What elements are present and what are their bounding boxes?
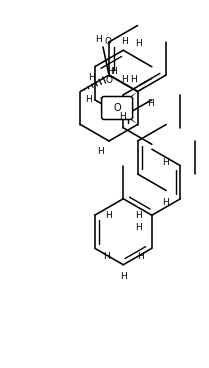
Text: H: H [148, 99, 154, 108]
Text: H: H [85, 95, 92, 104]
Text: O: O [113, 103, 121, 113]
FancyBboxPatch shape [102, 96, 133, 120]
Text: H: H [88, 72, 95, 81]
Polygon shape [116, 107, 138, 124]
Text: H: H [119, 112, 126, 121]
Text: H: H [121, 38, 128, 46]
Text: H: H [110, 67, 117, 77]
Text: H: H [120, 272, 127, 281]
Text: H: H [130, 75, 137, 84]
Text: H: H [162, 198, 168, 207]
Text: H: H [121, 75, 128, 85]
Text: O: O [104, 38, 111, 46]
Text: H: H [105, 211, 111, 220]
Text: O: O [106, 77, 113, 85]
Text: H: H [137, 252, 144, 261]
Text: H: H [135, 39, 142, 48]
Text: H: H [103, 252, 110, 261]
Text: H: H [135, 211, 142, 220]
Text: H: H [96, 35, 102, 45]
Text: H: H [107, 67, 113, 76]
Text: H: H [98, 148, 104, 156]
Text: H: H [162, 158, 168, 167]
Text: H: H [135, 223, 142, 232]
Polygon shape [116, 92, 138, 109]
